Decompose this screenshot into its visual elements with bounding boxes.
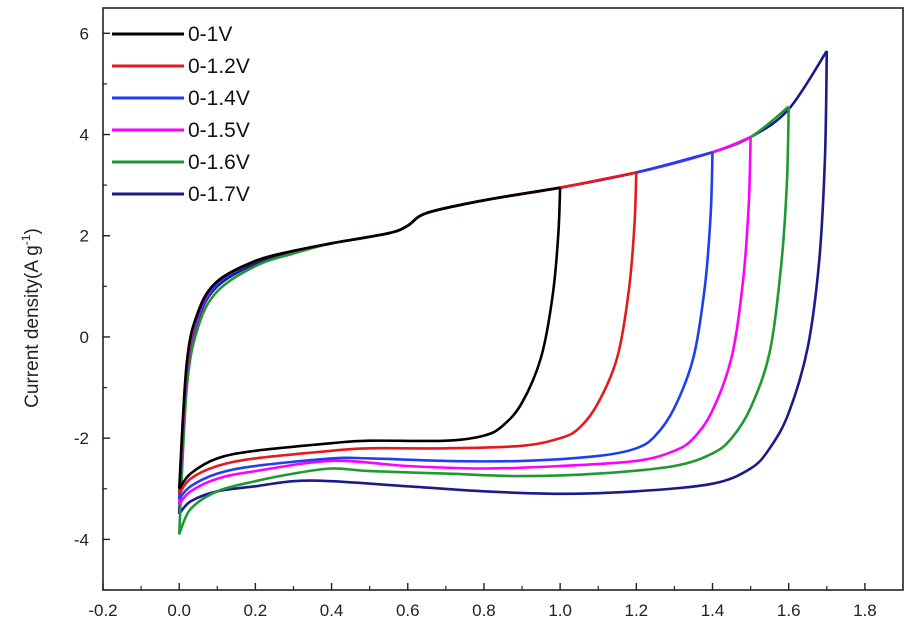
series-0-1v-anodic-line — [177, 186, 561, 489]
y-tick-label: -2 — [74, 429, 89, 448]
legend-label-0-1v: 0-1V — [188, 23, 232, 46]
y-tick-label: -4 — [74, 530, 89, 549]
series-0-1-2v-anodic-line — [177, 171, 637, 494]
series-0-1-4v-anodic-line — [177, 150, 713, 499]
plot-frame — [102, 7, 904, 591]
legend-label-0-1-2v: 0-1.2V — [188, 55, 250, 78]
legend-label-0-1-7v: 0-1.7V — [188, 183, 250, 206]
x-axis-ticks: -0.2 0.0 0.2 0.4 0.6 0.8 1.0 1.2 1.4 1.6 1.8 — [88, 583, 877, 620]
x-tick-label: 1.4 — [701, 601, 725, 620]
x-tick-label: 1.6 — [777, 601, 801, 620]
series-0-1v-cathodic-line — [178, 187, 562, 490]
y-axis-label-close: ) — [22, 228, 43, 234]
y-axis-label-main: Current density(A g — [22, 245, 43, 408]
series-0-1-7v-anodic-line — [177, 50, 828, 515]
series-0-1-4v-cathodic-line — [178, 152, 714, 500]
y-axis-ticks: -4 -2 0 2 4 6 — [74, 24, 110, 591]
x-tick-label: 1.2 — [625, 601, 649, 620]
plot-border — [102, 7, 904, 591]
y-tick-label: 0 — [80, 328, 89, 347]
series-0-1-7v-cathodic-line — [178, 50, 829, 515]
y-axis-label-superscript: -1 — [19, 234, 33, 245]
legend-label-0-1-6v: 0-1.6V — [188, 151, 250, 174]
x-tick-label: 1.0 — [548, 601, 572, 620]
cv-curves — [177, 50, 829, 535]
x-tick-label: 0.4 — [320, 601, 344, 620]
x-tick-label: -0.2 — [88, 601, 117, 620]
x-tick-label: 0.8 — [472, 601, 496, 620]
series-0-1-2v-cathodic-line — [178, 172, 638, 495]
x-tick-label: 0.0 — [167, 601, 191, 620]
series-0-1-5v-cathodic-line — [178, 137, 752, 505]
legend-label-0-1-4v: 0-1.4V — [188, 87, 250, 110]
x-tick-label: 1.8 — [853, 601, 877, 620]
y-tick-label: 4 — [80, 126, 89, 145]
x-tick-label: 0.6 — [396, 601, 420, 620]
y-tick-label: 6 — [80, 24, 89, 43]
legend: 0-1V 0-1.2V 0-1.4V 0-1.5V 0-1.6V 0-1.7V — [112, 23, 250, 206]
series-0-1-6v-cathodic-line — [177, 106, 790, 535]
series-0-1-6v-anodic-line — [177, 105, 790, 535]
y-tick-label: 2 — [80, 227, 89, 246]
legend-label-0-1-5v: 0-1.5V — [188, 119, 250, 142]
x-tick-label: 0.2 — [244, 601, 268, 620]
y-axis-label: Current density(A g-1) — [19, 228, 43, 408]
